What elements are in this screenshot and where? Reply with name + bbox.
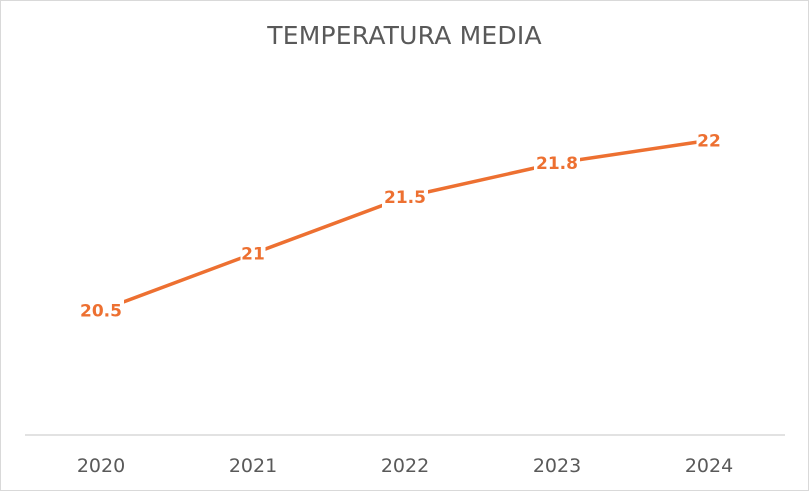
data-label: 20.5 — [80, 301, 122, 321]
data-label: 21 — [241, 245, 265, 265]
data-label: 21.5 — [384, 188, 426, 208]
x-tick-label: 2021 — [229, 455, 277, 477]
data-label-background — [696, 129, 722, 152]
data-label-background — [240, 242, 266, 265]
data-label: 21.8 — [536, 154, 578, 174]
x-tick-labels: 2020 2021 2022 2023 2024 — [77, 455, 733, 477]
data-labels: 20.5 21 21.5 21.8 22 — [78, 129, 722, 322]
data-label-background — [78, 299, 124, 322]
x-tick-label: 2022 — [381, 455, 429, 477]
data-label-background — [382, 186, 428, 208]
x-tick-label: 2020 — [77, 455, 125, 477]
series-line — [99, 138, 711, 313]
x-tick-label: 2023 — [533, 455, 581, 477]
x-tick-label: 2024 — [685, 455, 733, 477]
chart-title: TEMPERATURA MEDIA — [267, 21, 542, 50]
data-label: 22 — [697, 131, 721, 151]
data-label-background — [534, 152, 580, 174]
